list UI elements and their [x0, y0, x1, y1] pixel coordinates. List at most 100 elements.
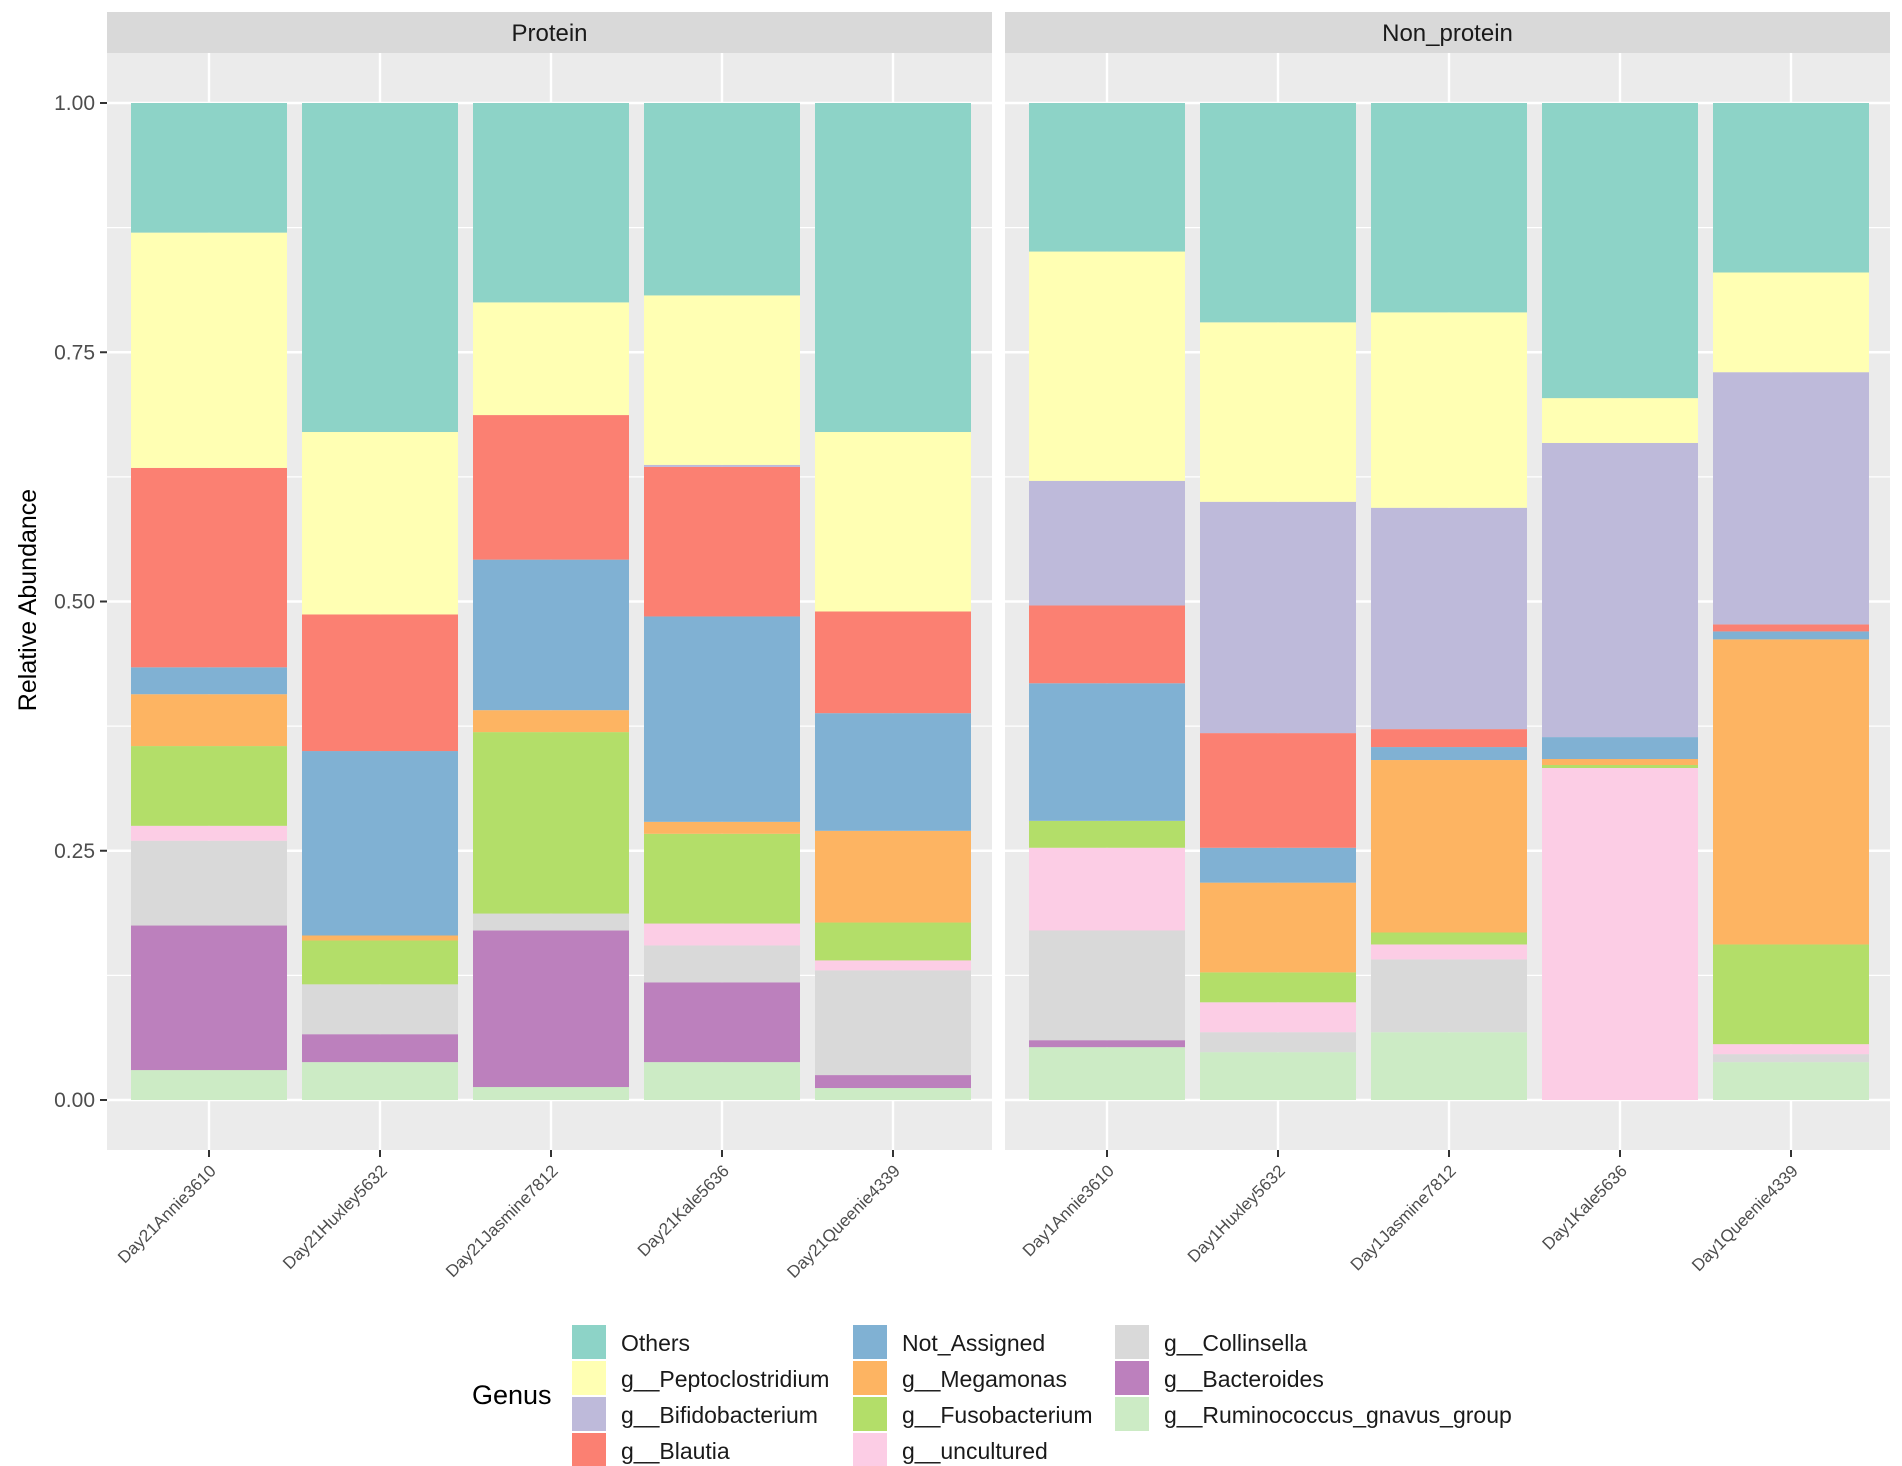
legend-item: g__Fusobacterium [853, 1397, 1093, 1431]
bar-segment-g__Collinsella [815, 970, 971, 1076]
bar-segment-g__Blautia [131, 467, 287, 668]
legend-swatch [572, 1433, 606, 1466]
bar-Day1Kale5636 [1542, 103, 1698, 1100]
bar-segment-g__Bacteroides [473, 930, 629, 1088]
bar-segment-g__Collinsella [473, 913, 629, 931]
legend-swatch [853, 1433, 887, 1466]
bar-segment-Others [302, 103, 458, 433]
bar-segment-g__Megamonas [815, 830, 971, 923]
y-tick-label: 1.00 [54, 92, 95, 115]
legend-label: g__Blautia [621, 1438, 730, 1464]
bar-segment-g__Fusobacterium [473, 732, 629, 914]
legend-label: g__Bifidobacterium [621, 1402, 818, 1428]
legend-swatch [572, 1361, 606, 1395]
bar-Day1Huxley5632 [1200, 103, 1356, 1100]
bar-segment-g__Megamonas [644, 821, 800, 834]
bar-segment-g__uncultured [131, 825, 287, 841]
bar-segment-g__Fusobacterium [1713, 944, 1869, 1045]
bar-segment-g__Megamonas [302, 935, 458, 941]
legend-item: g__Blautia [572, 1433, 730, 1466]
bar-Day21Queenie4339 [815, 103, 971, 1100]
bar-segment-g__Megamonas [1371, 760, 1527, 933]
bar-segment-g__Fusobacterium [1542, 765, 1698, 768]
bar-segment-g__Bifidobacterium [1029, 480, 1185, 606]
legend-swatch [853, 1397, 887, 1431]
legend-swatch [853, 1361, 887, 1395]
legend-title: Genus [472, 1380, 552, 1410]
bar-segment-g__Peptoclostridium [1029, 251, 1185, 481]
bar-segment-g__Ruminococcus_gnavus_group [1713, 1062, 1869, 1100]
x-tick-label: Day21Huxley5632 [279, 1161, 391, 1273]
bar-segment-g__uncultured [1029, 847, 1185, 931]
legend-item: g__uncultured [853, 1433, 1048, 1466]
legend-item: g__Collinsella [1115, 1325, 1307, 1359]
legend-label: g__Bacteroides [1164, 1366, 1324, 1392]
x-tick-label: Day1Kale5636 [1539, 1161, 1631, 1253]
legend: Genus Others g__Peptoclostridium g__Bifido… [472, 1325, 1512, 1466]
bar-segment-Not_Assigned [1371, 747, 1527, 761]
bar-segment-Others [1542, 103, 1698, 399]
bar-segment-g__uncultured [1200, 1002, 1356, 1033]
legend-swatch [1115, 1325, 1149, 1359]
bar-segment-g__Megamonas [473, 710, 629, 733]
bar-segment-Others [131, 103, 287, 233]
legend-item: g__Peptoclostridium [572, 1361, 829, 1395]
x-tick-label: Day1Huxley5632 [1184, 1161, 1289, 1266]
bar-segment-g__Fusobacterium [815, 922, 971, 961]
bar-segment-g__Blautia [1029, 605, 1185, 684]
panel-non_protein: Non_protein Day1Annie3610 Day1Huxley5632 Da… [1005, 12, 1890, 1275]
bar-Day21Annie3610 [131, 103, 287, 1100]
bar-segment-Others [1200, 103, 1356, 323]
legend-label: g__Ruminococcus_gnavus_group [1164, 1402, 1512, 1428]
legend-swatch [1115, 1397, 1149, 1431]
bar-segment-g__Bacteroides [815, 1075, 971, 1089]
bar-segment-Not_Assigned [1200, 847, 1356, 883]
legend-item: Not_Assigned [853, 1325, 1045, 1359]
bar-segment-g__Fusobacterium [644, 833, 800, 924]
bar-segment-g__Collinsella [1029, 930, 1185, 1041]
bar-segment-Not_Assigned [815, 713, 971, 831]
y-axis: 0.00 0.25 0.50 0.75 1.00 [54, 92, 107, 1112]
bar-segment-Others [1713, 103, 1869, 273]
x-tick-label: Day21Kale5636 [634, 1161, 733, 1260]
bar-segment-g__Ruminococcus_gnavus_group [473, 1087, 629, 1100]
bar-segment-g__Ruminococcus_gnavus_group [1200, 1052, 1356, 1100]
bar-segment-g__Blautia [644, 466, 800, 617]
legend-label: Others [621, 1330, 690, 1356]
bar-segment-g__Bifidobacterium [1371, 507, 1527, 730]
bar-segment-g__Peptoclostridium [1200, 322, 1356, 502]
bar-segment-g__Megamonas [1713, 639, 1869, 945]
bar-segment-g__Collinsella [1200, 1032, 1356, 1053]
bar-segment-g__Blautia [302, 614, 458, 752]
bar-segment-Not_Assigned [1713, 631, 1869, 640]
bar-segment-g__Blautia [473, 415, 629, 560]
bar-segment-g__Peptoclostridium [644, 295, 800, 465]
bar-segment-g__Blautia [815, 611, 971, 714]
legend-label: g__Peptoclostridium [621, 1366, 829, 1392]
bar-segment-g__Bacteroides [644, 982, 800, 1063]
bar-segment-Not_Assigned [1542, 737, 1698, 760]
bar-segment-g__Megamonas [1542, 759, 1698, 766]
y-tick-label: 0.00 [54, 1089, 95, 1112]
y-tick-label: 0.50 [54, 591, 95, 614]
legend-item: g__Bacteroides [1115, 1361, 1324, 1395]
bar-segment-g__uncultured [1713, 1044, 1869, 1055]
x-tick-label: Day1Jasmine7812 [1347, 1161, 1460, 1274]
bar-Day21Kale5636 [644, 103, 800, 1100]
bar-segment-g__Fusobacterium [1371, 932, 1527, 945]
bar-segment-g__Bifidobacterium [644, 464, 800, 467]
bar-segment-g__Collinsella [644, 945, 800, 983]
bar-segment-g__Ruminococcus_gnavus_group [644, 1062, 800, 1100]
legend-swatch [572, 1397, 606, 1431]
bar-segment-Not_Assigned [644, 616, 800, 822]
bar-Day1Queenie4339 [1713, 103, 1869, 1100]
bar-segment-g__Fusobacterium [1200, 972, 1356, 1003]
x-tick-label: Day21Annie3610 [114, 1161, 220, 1267]
bar-segment-g__Collinsella [1371, 959, 1527, 1033]
legend-label: g__Fusobacterium [902, 1402, 1093, 1428]
bar-segment-Not_Assigned [473, 559, 629, 711]
panel-title: Protein [511, 20, 587, 47]
panel-title: Non_protein [1382, 20, 1513, 47]
legend-item: g__Ruminococcus_gnavus_group [1115, 1397, 1512, 1431]
